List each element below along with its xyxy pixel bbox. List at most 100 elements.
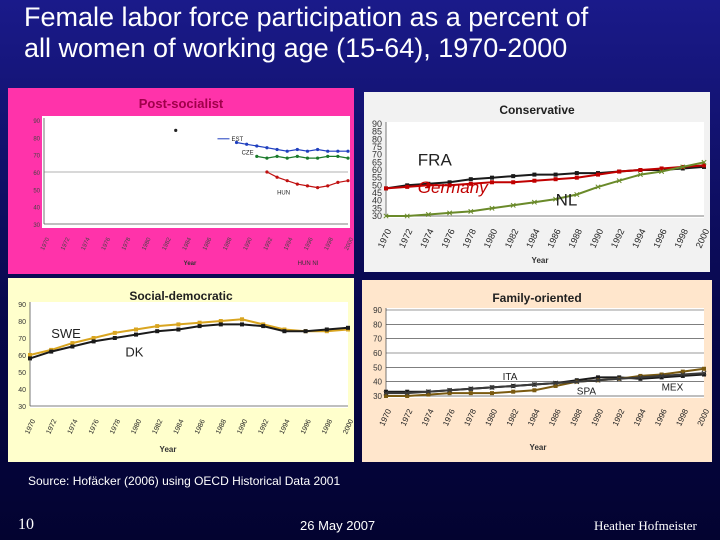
series-line-mex	[386, 372, 705, 395]
y-tick-label: 60	[372, 165, 382, 175]
data-point	[490, 180, 494, 185]
data-point	[336, 180, 340, 184]
data-point	[285, 179, 289, 183]
x-tick-label: 1970	[40, 236, 51, 251]
y-tick-label: 60	[33, 171, 40, 177]
data-point	[489, 384, 495, 390]
data-point	[702, 372, 706, 377]
data-point	[447, 183, 452, 188]
y-tick-label: 80	[373, 320, 382, 329]
x-tick-label: 1980	[142, 236, 153, 251]
x-tick-label: 2000	[344, 236, 354, 251]
chart-title: Conservative	[499, 103, 575, 117]
data-point	[680, 164, 686, 170]
data-point	[637, 374, 643, 380]
data-point	[553, 177, 558, 182]
post-socialist-chart: Post-socialist 30 40 50 60 70 80 90 1970 1972 1974…	[8, 88, 354, 274]
series-label-hun: HUN	[277, 191, 290, 197]
data-point	[404, 213, 410, 219]
data-point	[701, 370, 707, 376]
data-point	[49, 349, 54, 354]
data-point	[134, 327, 138, 332]
x-axis-label: Year	[530, 443, 547, 452]
data-point	[447, 391, 452, 396]
data-point	[112, 336, 117, 340]
data-point	[384, 394, 388, 398]
conservative-chart: Conservative 30 35 40 45 50 55 60 65 70 75 80 85 90 19…	[364, 92, 710, 272]
slide-author: Heather Hofmeister	[594, 518, 697, 533]
data-point	[405, 184, 410, 189]
data-point	[295, 182, 299, 186]
data-point	[468, 181, 473, 186]
data-point	[91, 339, 96, 344]
data-point	[596, 375, 600, 380]
data-point	[468, 386, 474, 392]
data-point	[553, 380, 559, 386]
x-tick-label: 1988	[223, 236, 234, 251]
data-point	[234, 140, 239, 145]
series-line-nl	[386, 161, 705, 217]
x-axis-label: Year	[160, 445, 177, 454]
y-tick-label: 50	[33, 188, 40, 194]
data-point	[595, 377, 601, 383]
data-point	[305, 149, 310, 153]
data-point	[316, 186, 320, 190]
x-tick-label: 1984	[182, 236, 193, 251]
data-point	[659, 375, 664, 380]
data-point	[324, 327, 329, 332]
y-tick-label: 50	[373, 363, 382, 372]
y-tick-label: 45	[372, 188, 382, 198]
data-point	[346, 179, 350, 183]
data-point	[326, 154, 330, 158]
x-tick-label: 1998	[324, 236, 335, 251]
series-label-ita: ITA	[503, 372, 518, 383]
y-tick-label: 70	[373, 335, 382, 344]
data-point	[197, 324, 202, 329]
data-point	[616, 376, 622, 382]
data-point	[701, 159, 707, 165]
y-tick-label: 80	[372, 134, 382, 144]
y-tick-label: 90	[372, 119, 382, 129]
series-line-cze	[256, 155, 349, 159]
data-point	[91, 336, 96, 340]
data-point	[285, 149, 289, 153]
data-point	[346, 156, 350, 160]
data-point	[659, 166, 664, 171]
data-point	[285, 156, 289, 160]
series-label-mex: MEX	[662, 382, 684, 393]
legend-text: HUN NI	[298, 261, 319, 267]
series-line-spa	[386, 367, 705, 397]
chart-title: Family-oriented	[492, 291, 581, 305]
data-point	[295, 154, 299, 158]
series-label-swe: SWE	[51, 326, 81, 341]
slide-title-line2: all women of working age (15-64), 1970-2…	[24, 33, 568, 63]
data-point	[447, 210, 453, 216]
data-point	[680, 373, 685, 378]
data-point	[680, 369, 685, 374]
data-point	[218, 322, 223, 327]
x-tick-label: 1986	[202, 236, 213, 251]
social-democratic-chart: Social-democratic 30 40 50 60 70 80 90 1970 1972 1…	[8, 278, 354, 462]
data-point	[326, 149, 330, 153]
y-tick-label: 75	[372, 142, 382, 152]
data-point	[553, 383, 558, 388]
data-point	[659, 168, 665, 175]
data-point	[702, 163, 706, 168]
y-tick-label: 70	[18, 336, 26, 343]
y-tick-label: 60	[373, 349, 382, 358]
data-point	[574, 175, 579, 180]
data-point	[28, 356, 32, 361]
data-point	[637, 172, 643, 178]
x-tick-label: 2000	[342, 418, 354, 435]
data-point	[510, 202, 516, 208]
data-point	[405, 394, 410, 398]
data-point	[468, 208, 474, 214]
data-point	[489, 205, 495, 211]
data-point	[638, 373, 643, 378]
series-label-germany: Germany	[418, 178, 489, 197]
y-tick-label: 90	[373, 306, 382, 315]
data-point	[255, 144, 259, 148]
data-point	[255, 154, 259, 158]
data-point	[305, 156, 310, 160]
x-tick-label: 1990	[243, 236, 254, 251]
